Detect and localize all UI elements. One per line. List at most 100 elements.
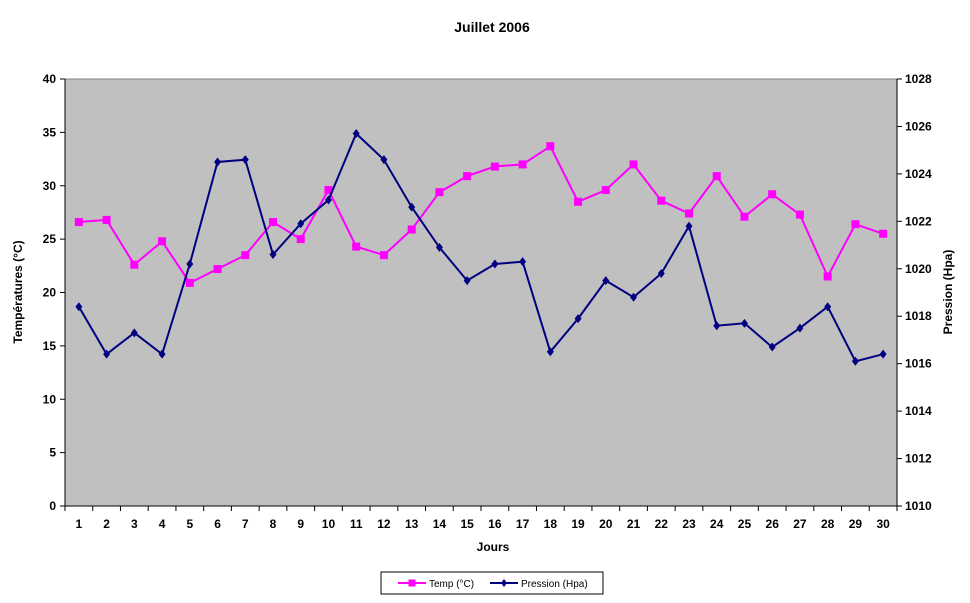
series-1-point (685, 209, 693, 218)
series-2-point (796, 323, 804, 333)
series-1-point (851, 220, 860, 229)
y-left-tick-label: 15 (43, 339, 57, 353)
series-2-point (408, 202, 416, 212)
series-1-point (712, 172, 721, 181)
series-1-point (379, 251, 388, 260)
series-2-point (214, 157, 222, 167)
x-tick-label: 15 (460, 517, 474, 531)
series-1 (74, 142, 888, 287)
series-2-point (103, 349, 111, 359)
series-1-point (518, 160, 527, 169)
series-1-point (352, 242, 361, 251)
series-1-point (601, 186, 610, 195)
series-2-point (685, 221, 693, 231)
x-tick-label: 1 (76, 517, 83, 531)
x-tick-label: 3 (131, 517, 138, 531)
y-left-tick-label: 35 (43, 125, 57, 139)
series-1-point (490, 162, 499, 171)
series-2-point (297, 219, 305, 229)
series-1-point (102, 215, 111, 224)
x-tick-label: 30 (876, 517, 890, 531)
y-right-tick-label: 1028 (905, 72, 932, 86)
x-tick-label: 13 (405, 517, 419, 531)
y-right-tick-label: 1018 (905, 309, 932, 323)
y-right-tick-label: 1026 (905, 119, 932, 133)
plot-area (64, 78, 898, 507)
x-tick-label: 26 (766, 517, 780, 531)
series-2-point (380, 155, 388, 165)
series-2-point (158, 349, 166, 359)
x-tick-label: 14 (433, 517, 447, 531)
series-layer (74, 129, 888, 366)
left-axis: 0 5 10 15 20 25 30 35 40 (43, 72, 66, 513)
series-2-point (546, 347, 554, 357)
x-tick-label: 29 (849, 517, 863, 531)
series-2-point (463, 276, 471, 286)
series-1-point (185, 278, 194, 287)
x-tick-label: 18 (544, 517, 558, 531)
series-2-point (491, 259, 499, 269)
legend-swatch-marker (501, 579, 507, 587)
series-1-line (78, 144, 884, 285)
x-tick-label: 23 (682, 517, 696, 531)
legend-swatch-marker (408, 579, 416, 587)
y-right-tick-label: 1010 (905, 499, 932, 513)
x-tick-label: 10 (322, 517, 336, 531)
x-tick-label: 4 (159, 517, 166, 531)
series-2-point (519, 257, 527, 267)
series-1-point (130, 260, 139, 269)
y-right-tick-label: 1014 (905, 404, 932, 418)
series-1-point (324, 186, 333, 195)
series-1-point (546, 142, 555, 151)
y-right-tick-label: 1020 (905, 262, 932, 276)
series-2 (75, 129, 887, 366)
series-2-point (130, 328, 138, 338)
y-right-tick-label: 1016 (905, 357, 932, 371)
series-1-point (296, 235, 305, 244)
series-2-point (630, 292, 638, 302)
y-left-tick-label: 5 (49, 446, 56, 460)
x-tick-label: 8 (270, 517, 277, 531)
series-1-point (823, 272, 832, 281)
series-2-point (740, 318, 748, 328)
x-tick-label: 9 (297, 517, 304, 531)
series-1-point (795, 210, 804, 219)
series-2-point (352, 129, 360, 139)
x-tick-label: 6 (214, 517, 221, 531)
legend: Temp (°C) Pression (Hpa) (380, 571, 604, 595)
series-2-point (824, 302, 832, 312)
x-axis-label: Jours (477, 540, 510, 554)
x-tick-label: 27 (793, 517, 807, 531)
chart-title: Juillet 2006 (454, 19, 530, 35)
y-right-tick-label: 1024 (905, 167, 932, 181)
series-2-point (186, 259, 194, 269)
right-axis: 1010 1012 1014 1016 1018 1020 1022 1024 1026 1028 (896, 72, 932, 513)
x-tick-label: 16 (488, 517, 502, 531)
x-tick-label: 28 (821, 517, 835, 531)
y-left-tick-label: 30 (43, 179, 57, 193)
y-left-tick-label: 20 (43, 286, 57, 300)
legend-label: Pression (Hpa) (521, 579, 588, 590)
series-2-point (269, 250, 277, 260)
x-tick-label: 24 (710, 517, 724, 531)
series-1-point (158, 237, 167, 246)
series-1-point (740, 212, 749, 221)
series-2-point (75, 302, 83, 312)
series-1-point (435, 188, 444, 197)
x-axis: 1 2 3 4 5 6 7 8 9 10 11 12 13 14 15 16 17 18 19 20 21 22 23 24 2… (64, 505, 898, 531)
series-2-point (324, 195, 332, 205)
y-left-tick-label: 10 (43, 392, 57, 406)
y-left-tick-label: 0 (49, 499, 56, 513)
y-right-tick-label: 1022 (905, 214, 932, 228)
x-tick-label: 7 (242, 517, 249, 531)
y-left-tick-label: 40 (43, 72, 57, 86)
series-2-line (78, 131, 884, 363)
series-1-point (879, 229, 888, 238)
series-1-point (463, 172, 472, 181)
x-tick-label: 5 (186, 517, 193, 531)
series-2-point (851, 356, 859, 366)
series-1-point (241, 251, 250, 260)
x-tick-label: 19 (571, 517, 585, 531)
y-right-tick-label: 1012 (905, 452, 932, 466)
